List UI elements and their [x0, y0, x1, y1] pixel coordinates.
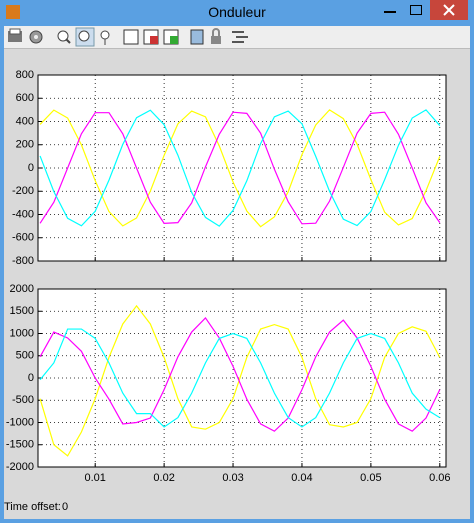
- parameters-button[interactable]: [29, 30, 43, 44]
- scope-plots: -800-600-400-2000200400600800-2000-1500-…: [6, 69, 451, 484]
- y-tick-label: -2000: [6, 461, 34, 473]
- time-offset-value: 0: [62, 501, 69, 513]
- y-tick-label: 0: [28, 372, 34, 384]
- y-tick-label: 1000: [10, 327, 34, 339]
- maximize-button[interactable]: [406, 3, 426, 17]
- y-tick-label: -800: [12, 255, 34, 267]
- close-button[interactable]: [430, 0, 468, 20]
- autoscale-button[interactable]: [123, 29, 139, 45]
- x-tick-label: 0.04: [291, 472, 312, 484]
- y-tick-label: 800: [16, 69, 34, 81]
- series-line: [39, 111, 441, 225]
- lock-button[interactable]: [211, 28, 221, 44]
- y-tick-label: -600: [12, 232, 34, 244]
- y-tick-label: -400: [12, 208, 34, 220]
- app-icon: [6, 5, 20, 19]
- plot-frame: [37, 288, 447, 468]
- zoom-x-button[interactable]: [75, 27, 95, 47]
- y-tick-label: 2000: [10, 283, 34, 295]
- series-line: [39, 328, 441, 428]
- floating-scope-button[interactable]: [190, 29, 204, 45]
- y-tick-label: 400: [16, 115, 34, 127]
- zoom-y-button[interactable]: [100, 30, 110, 45]
- series-line: [39, 304, 441, 457]
- toolbar: [4, 26, 470, 49]
- y-tick-label: 200: [16, 139, 34, 151]
- x-tick-label: 0.02: [153, 472, 174, 484]
- x-tick-label: 0.03: [222, 472, 243, 484]
- minimize-button[interactable]: [380, 3, 400, 17]
- window-title: Onduleur: [208, 4, 266, 20]
- y-tick-label: 600: [16, 92, 34, 104]
- restore-axes-button[interactable]: [163, 29, 179, 45]
- y-tick-label: -500: [12, 394, 34, 406]
- series-line: [39, 316, 441, 432]
- print-button[interactable]: [8, 28, 22, 42]
- y-tick-label: -200: [12, 185, 34, 197]
- x-tick-label: 0.06: [429, 472, 450, 484]
- y-tick-label: 1500: [10, 305, 34, 317]
- y-tick-label: -1000: [6, 416, 34, 428]
- toolbar-icons: [8, 27, 248, 47]
- save-axes-button[interactable]: [143, 29, 159, 45]
- figure: -800 -600 -400 -200 0 200 400 600 800 -2000 -1500-…: [4, 49, 470, 519]
- x-tick-label: 0.05: [360, 472, 381, 484]
- plot-frame: [37, 74, 447, 262]
- y-tick-label: 500: [16, 350, 34, 362]
- zoom-button[interactable]: [57, 30, 71, 44]
- x-tick-label: 0.01: [84, 472, 105, 484]
- time-offset-label: Time offset:: [4, 501, 61, 513]
- y-tick-label: -1500: [6, 439, 34, 451]
- series-line: [39, 109, 441, 227]
- signal-selection-button[interactable]: [232, 31, 248, 43]
- y-tick-label: 0: [28, 162, 34, 174]
